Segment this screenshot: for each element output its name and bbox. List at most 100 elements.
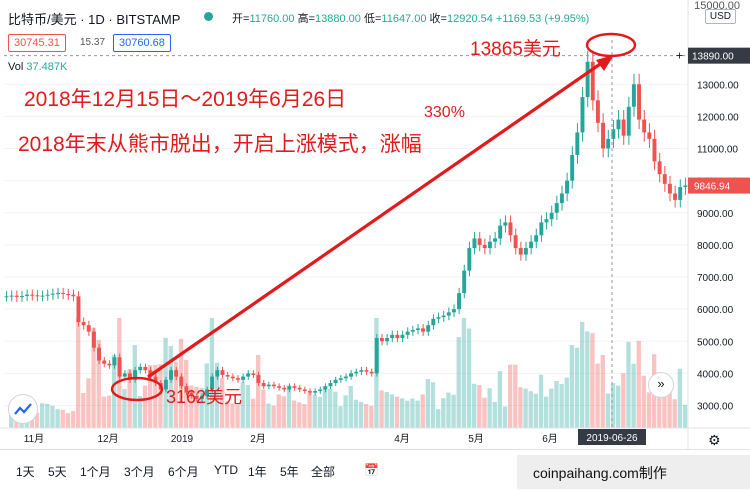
candle [81, 317, 86, 330]
range-3m[interactable]: 3个月 [124, 465, 155, 479]
volume-bar [189, 385, 194, 428]
candle-body [107, 363, 112, 366]
volume-bar [446, 392, 451, 428]
candle [359, 366, 364, 376]
candle-body [400, 334, 405, 339]
range-1y[interactable]: 1年 [248, 465, 267, 479]
candle-body [652, 138, 657, 162]
crosshair-price-label: 13890.00 [692, 52, 734, 63]
volume-bar [76, 318, 81, 428]
candle [153, 373, 158, 386]
rise-arrow-head [596, 55, 614, 71]
candle-body [467, 248, 472, 271]
candle [277, 383, 282, 391]
candle [451, 304, 456, 318]
range-1m[interactable]: 1个月 [80, 465, 111, 479]
range-6m[interactable]: 6个月 [168, 465, 199, 479]
volume-bar [559, 383, 564, 428]
candle [595, 90, 600, 133]
volume-bar [142, 385, 148, 428]
volume-bar [605, 393, 611, 428]
price-axis[interactable]: 3000.00 4000.00 5000.00 6000.00 7000.00 8000.… [687, 0, 739, 449]
candle-body [30, 294, 35, 296]
candle-body [287, 386, 292, 390]
candle-body [122, 373, 127, 377]
annotation-headline: 2018年末从熊市脱出，开启上涨模式，涨幅 [18, 133, 422, 156]
candle [421, 324, 426, 336]
candle [477, 231, 482, 252]
candle-body [487, 241, 492, 249]
crosshair-date-box [578, 429, 646, 445]
range-all[interactable]: 全部 [311, 465, 336, 479]
candle-body [451, 309, 456, 313]
volume-bar [616, 385, 621, 428]
volume-bar [101, 396, 107, 428]
candle-body [544, 219, 549, 223]
range-1d[interactable]: 1天 [16, 465, 35, 479]
candle-body [313, 391, 318, 393]
price-chart[interactable]: 3000.00 4000.00 5000.00 6000.00 7000.00 8000.… [0, 0, 750, 449]
range-5y[interactable]: 5年 [280, 465, 299, 479]
symbol-title[interactable]: 比特币/美元 · 1D · BITSTAMP [8, 12, 181, 27]
candle [523, 241, 528, 261]
candle [102, 357, 107, 368]
date-range-calendar-icon[interactable]: 📅 [364, 463, 379, 477]
candle [518, 241, 523, 261]
candle [559, 185, 564, 211]
candle [55, 287, 60, 299]
candle-body [611, 129, 616, 139]
candle-body [662, 174, 667, 184]
candle-body [647, 132, 652, 139]
settings-gear-icon[interactable]: ⚙ [708, 432, 721, 448]
volume-bar [379, 390, 384, 428]
range-ytd[interactable]: YTD [214, 463, 238, 477]
candle-body [518, 248, 523, 255]
candle [230, 373, 235, 382]
scroll-to-realtime-button[interactable]: » [648, 372, 674, 398]
candle [251, 370, 256, 379]
volume-bar [410, 398, 415, 428]
crosshair-price-box [688, 47, 750, 64]
chart-header: 比特币/美元 · 1D · BITSTAMP 开=11760.00 高=1388… [0, 0, 750, 73]
candle-body [590, 61, 595, 101]
open-label: 开= [232, 13, 250, 25]
y-tick-label: 12000.00 [697, 112, 739, 123]
candle-body [554, 203, 559, 213]
volume-bar [631, 363, 636, 428]
y-tick-label: 11000.00 [697, 145, 738, 156]
volume-bar [209, 318, 215, 428]
range-5d[interactable]: 5天 [48, 465, 67, 479]
candle [338, 375, 343, 383]
volume-bar [682, 404, 688, 428]
currency-button[interactable]: USD [704, 9, 736, 24]
candle [657, 152, 662, 183]
sell-button[interactable]: 30745.31 [8, 34, 66, 52]
volume-bar [405, 400, 410, 428]
volume-bar [415, 400, 420, 428]
candle [441, 310, 446, 322]
tradingview-logo-icon[interactable] [8, 394, 38, 424]
volume-bar [394, 396, 400, 428]
x-tick-label: 12月 [97, 433, 118, 445]
crosshair-plus-icon: + [676, 49, 683, 63]
candle-body [307, 391, 312, 393]
candle [199, 393, 204, 402]
volume-bar [641, 375, 647, 428]
volume-bar [513, 364, 518, 428]
candle-body [405, 331, 410, 335]
candle-body [163, 379, 168, 390]
time-axis[interactable]: 11月 12月 2019 2月 4月 5月 6月 [0, 427, 750, 445]
candle [112, 353, 117, 369]
candle [61, 287, 66, 300]
volume-bar [657, 378, 662, 428]
volume-bar [610, 383, 616, 428]
volume-bar [538, 374, 544, 428]
y-tick-label: 8000.00 [697, 241, 734, 252]
low-label: 低= [363, 13, 382, 25]
volume-bar [240, 382, 245, 428]
buy-button[interactable]: 30760.68 [113, 34, 171, 52]
volume-bar [81, 392, 86, 428]
candle [498, 218, 503, 246]
candle-body [14, 295, 19, 297]
volume-bar [65, 413, 71, 428]
